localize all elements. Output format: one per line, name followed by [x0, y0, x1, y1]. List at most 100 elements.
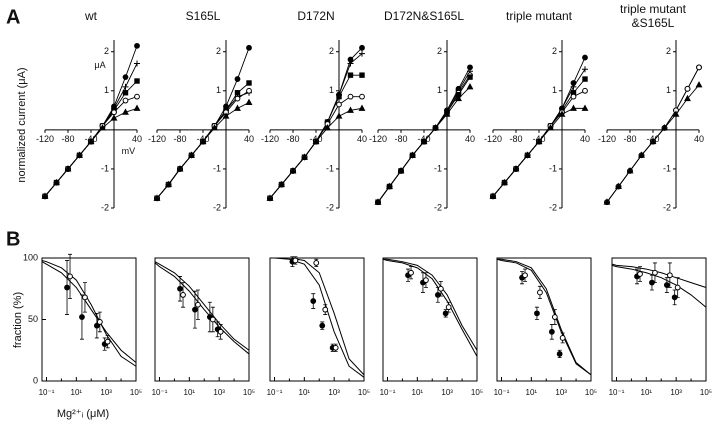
- marker: [153, 194, 161, 201]
- chart-title: triple mutant: [620, 2, 687, 16]
- y-unit: μA: [94, 60, 105, 70]
- y-tick-label: 2: [104, 46, 109, 56]
- marker: [535, 137, 543, 145]
- marker: [534, 310, 540, 317]
- marker: [76, 151, 83, 158]
- marker: [672, 110, 680, 117]
- marker: [234, 76, 241, 82]
- x-tick-label: 40: [580, 134, 590, 144]
- plot-frame: [41, 257, 137, 382]
- y-tick-label: 2: [437, 46, 442, 56]
- y-tick-label: 2: [666, 46, 671, 56]
- y-tick-label: -2: [101, 202, 109, 212]
- marker: [180, 292, 186, 298]
- marker: [626, 167, 634, 174]
- marker: [319, 322, 326, 329]
- marker: [386, 182, 393, 190]
- marker: [347, 93, 354, 100]
- x-tick-label: 10¹: [71, 388, 83, 397]
- y-tick-label: -1: [326, 163, 334, 173]
- marker: [570, 104, 577, 111]
- plot-frame: [611, 257, 707, 382]
- marker: [176, 165, 184, 172]
- marker: [684, 85, 691, 92]
- marker: [122, 83, 129, 90]
- y-tick-label: -2: [326, 202, 334, 212]
- y-tick-label: -1: [213, 163, 221, 173]
- y-tick-label: 1: [216, 85, 221, 95]
- x-tick-label: 10¹: [184, 388, 196, 397]
- marker: [637, 271, 643, 277]
- x-tick-label: -80: [61, 134, 74, 144]
- fit-curve: [154, 262, 250, 355]
- x-tick-label: -80: [173, 134, 186, 144]
- marker: [177, 285, 183, 292]
- marker: [310, 298, 317, 304]
- y-tick-label: -1: [663, 163, 671, 173]
- marker: [558, 110, 566, 117]
- x-tick-label: 10⁵: [471, 388, 483, 397]
- x-tick-label: 40: [357, 134, 367, 144]
- x-tick-label: -80: [286, 134, 299, 144]
- marker: [551, 314, 558, 320]
- marker: [93, 322, 100, 329]
- x-tick-label: 40: [694, 134, 704, 144]
- marker: [570, 93, 577, 100]
- marker: [289, 167, 297, 174]
- y-axis-label: fraction (%): [12, 292, 24, 348]
- marker: [64, 165, 72, 172]
- x-tick-label: 10³: [670, 388, 682, 397]
- y-tick-label: -1: [101, 163, 109, 173]
- x-tick-label: 10⁻¹: [494, 388, 510, 397]
- marker: [87, 137, 95, 145]
- y-tick-label: 1: [329, 85, 334, 95]
- x-tick-label: -120: [261, 134, 279, 144]
- marker: [322, 306, 329, 313]
- x-tick-label: 10⁻¹: [39, 388, 55, 397]
- marker: [489, 192, 497, 199]
- marker: [335, 112, 343, 119]
- fit-curve: [270, 257, 365, 376]
- x-tick-label: 10¹: [299, 388, 311, 397]
- marker: [420, 137, 428, 145]
- x-tick-label: 10⁵: [700, 388, 712, 397]
- plot-frame: [154, 257, 250, 382]
- y-axis-label: normalized current (μA): [16, 67, 28, 182]
- marker: [443, 110, 451, 117]
- chart-title: wt: [84, 9, 98, 23]
- marker: [234, 95, 241, 102]
- chart-title: D172N&S165L: [384, 9, 464, 23]
- x-tick-label: 40: [465, 134, 475, 144]
- marker: [133, 104, 141, 111]
- marker: [582, 87, 588, 94]
- marker: [134, 60, 140, 67]
- y-tick-label: 1: [437, 85, 442, 95]
- plot-frame: [496, 257, 592, 382]
- marker: [246, 44, 252, 51]
- marker: [547, 124, 554, 131]
- marker: [222, 112, 230, 119]
- marker: [512, 165, 520, 172]
- marker: [122, 108, 129, 115]
- fit-curve: [382, 258, 478, 357]
- curve: [44, 45, 138, 197]
- y-tick-label: 1: [104, 85, 109, 95]
- marker: [570, 83, 577, 90]
- x-tick-label: -80: [394, 134, 407, 144]
- marker: [324, 124, 331, 131]
- marker: [234, 90, 241, 96]
- x-tick-label: 10³: [328, 388, 340, 397]
- marker: [466, 83, 474, 90]
- marker: [188, 151, 195, 158]
- marker: [434, 292, 441, 298]
- marker: [165, 180, 172, 188]
- fit-curve: [497, 258, 592, 376]
- marker: [638, 151, 645, 158]
- y-tick-label: 100: [23, 252, 38, 262]
- y-tick-label: -1: [434, 163, 442, 173]
- marker: [53, 178, 60, 186]
- marker: [79, 314, 85, 320]
- y-tick-label: -2: [549, 202, 557, 212]
- chart-title: D172N: [297, 9, 334, 23]
